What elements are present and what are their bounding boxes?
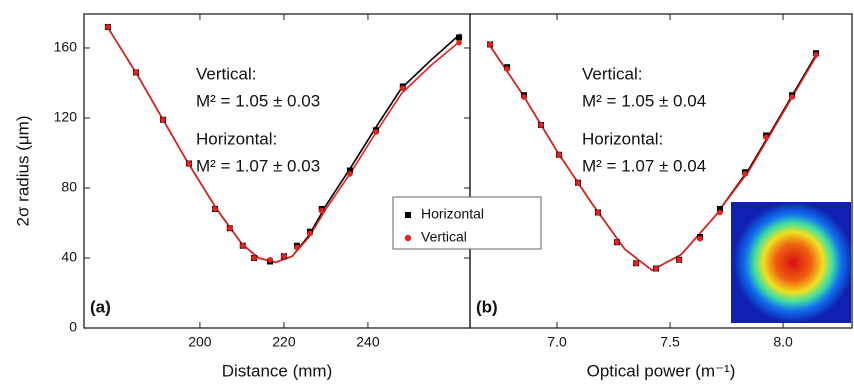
data-point [307, 231, 313, 237]
y-tick-label: 40 [61, 249, 77, 265]
data-point [813, 52, 819, 58]
panel-label: (a) [90, 297, 111, 316]
data-point [742, 171, 748, 177]
data-point [676, 257, 682, 263]
data-point [487, 42, 493, 48]
data-point [763, 134, 769, 140]
inset-beam [731, 202, 851, 323]
annotation: M² = 1.05 ± 0.04 [582, 91, 706, 110]
data-point [789, 94, 795, 100]
legend-marker [405, 235, 411, 241]
data-point [281, 253, 287, 259]
data-point [575, 180, 581, 186]
data-point [294, 245, 300, 251]
data-point [556, 152, 562, 158]
figure: 200 220 240 0 40 80 120 160 Distance (mm) 2σ radi… [0, 0, 854, 386]
data-point [614, 239, 620, 245]
annotation: Horizontal: [582, 129, 663, 148]
y-tick-label: 120 [54, 109, 78, 125]
data-point [319, 208, 325, 214]
annotation: M² = 1.07 ± 0.04 [582, 156, 706, 175]
beam-inset [731, 202, 851, 323]
annotation: Vertical: [582, 64, 642, 83]
legend: Horizontal Vertical [393, 197, 541, 249]
x-tick-label: 240 [356, 334, 380, 350]
x-tick-label: 220 [272, 334, 296, 350]
data-point [653, 266, 659, 272]
annotation: Horizontal: [196, 129, 277, 148]
data-point [160, 117, 166, 123]
y-tick-label: 80 [61, 179, 77, 195]
data-point [521, 94, 527, 100]
data-point [538, 122, 544, 128]
data-point [251, 255, 257, 261]
data-point [595, 210, 601, 216]
x-axis-label: Distance (mm) [222, 361, 333, 380]
data-point [212, 206, 218, 212]
data-point [697, 236, 703, 242]
annotation: M² = 1.07 ± 0.03 [196, 156, 320, 175]
y-tick-label: 0 [69, 319, 77, 335]
annotation: Vertical: [196, 64, 256, 83]
data-point [633, 260, 639, 266]
data-point [347, 171, 353, 177]
data-point [456, 34, 462, 40]
data-point [717, 210, 723, 216]
data-point [186, 161, 192, 167]
x-axis-label: Optical power (m⁻¹) [587, 361, 736, 380]
y-tick-label: 160 [54, 39, 78, 55]
data-point [400, 85, 406, 91]
panel-label: (b) [476, 297, 498, 316]
data-point [105, 24, 111, 30]
data-point [227, 225, 233, 231]
y-axis-label: 2σ radius (μm) [13, 116, 32, 227]
data-point [373, 129, 379, 135]
legend-label: Horizontal [421, 206, 484, 222]
legend-label: Vertical [421, 229, 467, 245]
data-point [456, 40, 462, 46]
x-tick-label: 8.0 [773, 334, 793, 350]
data-point [504, 66, 510, 72]
annotation: M² = 1.05 ± 0.03 [196, 91, 320, 110]
data-point [133, 70, 139, 76]
data-point [267, 257, 273, 263]
x-tick-label: 7.0 [547, 334, 567, 350]
x-tick-label: 7.5 [660, 334, 680, 350]
legend-marker [405, 212, 411, 218]
x-tick-label: 200 [188, 334, 212, 350]
data-point [240, 243, 246, 249]
